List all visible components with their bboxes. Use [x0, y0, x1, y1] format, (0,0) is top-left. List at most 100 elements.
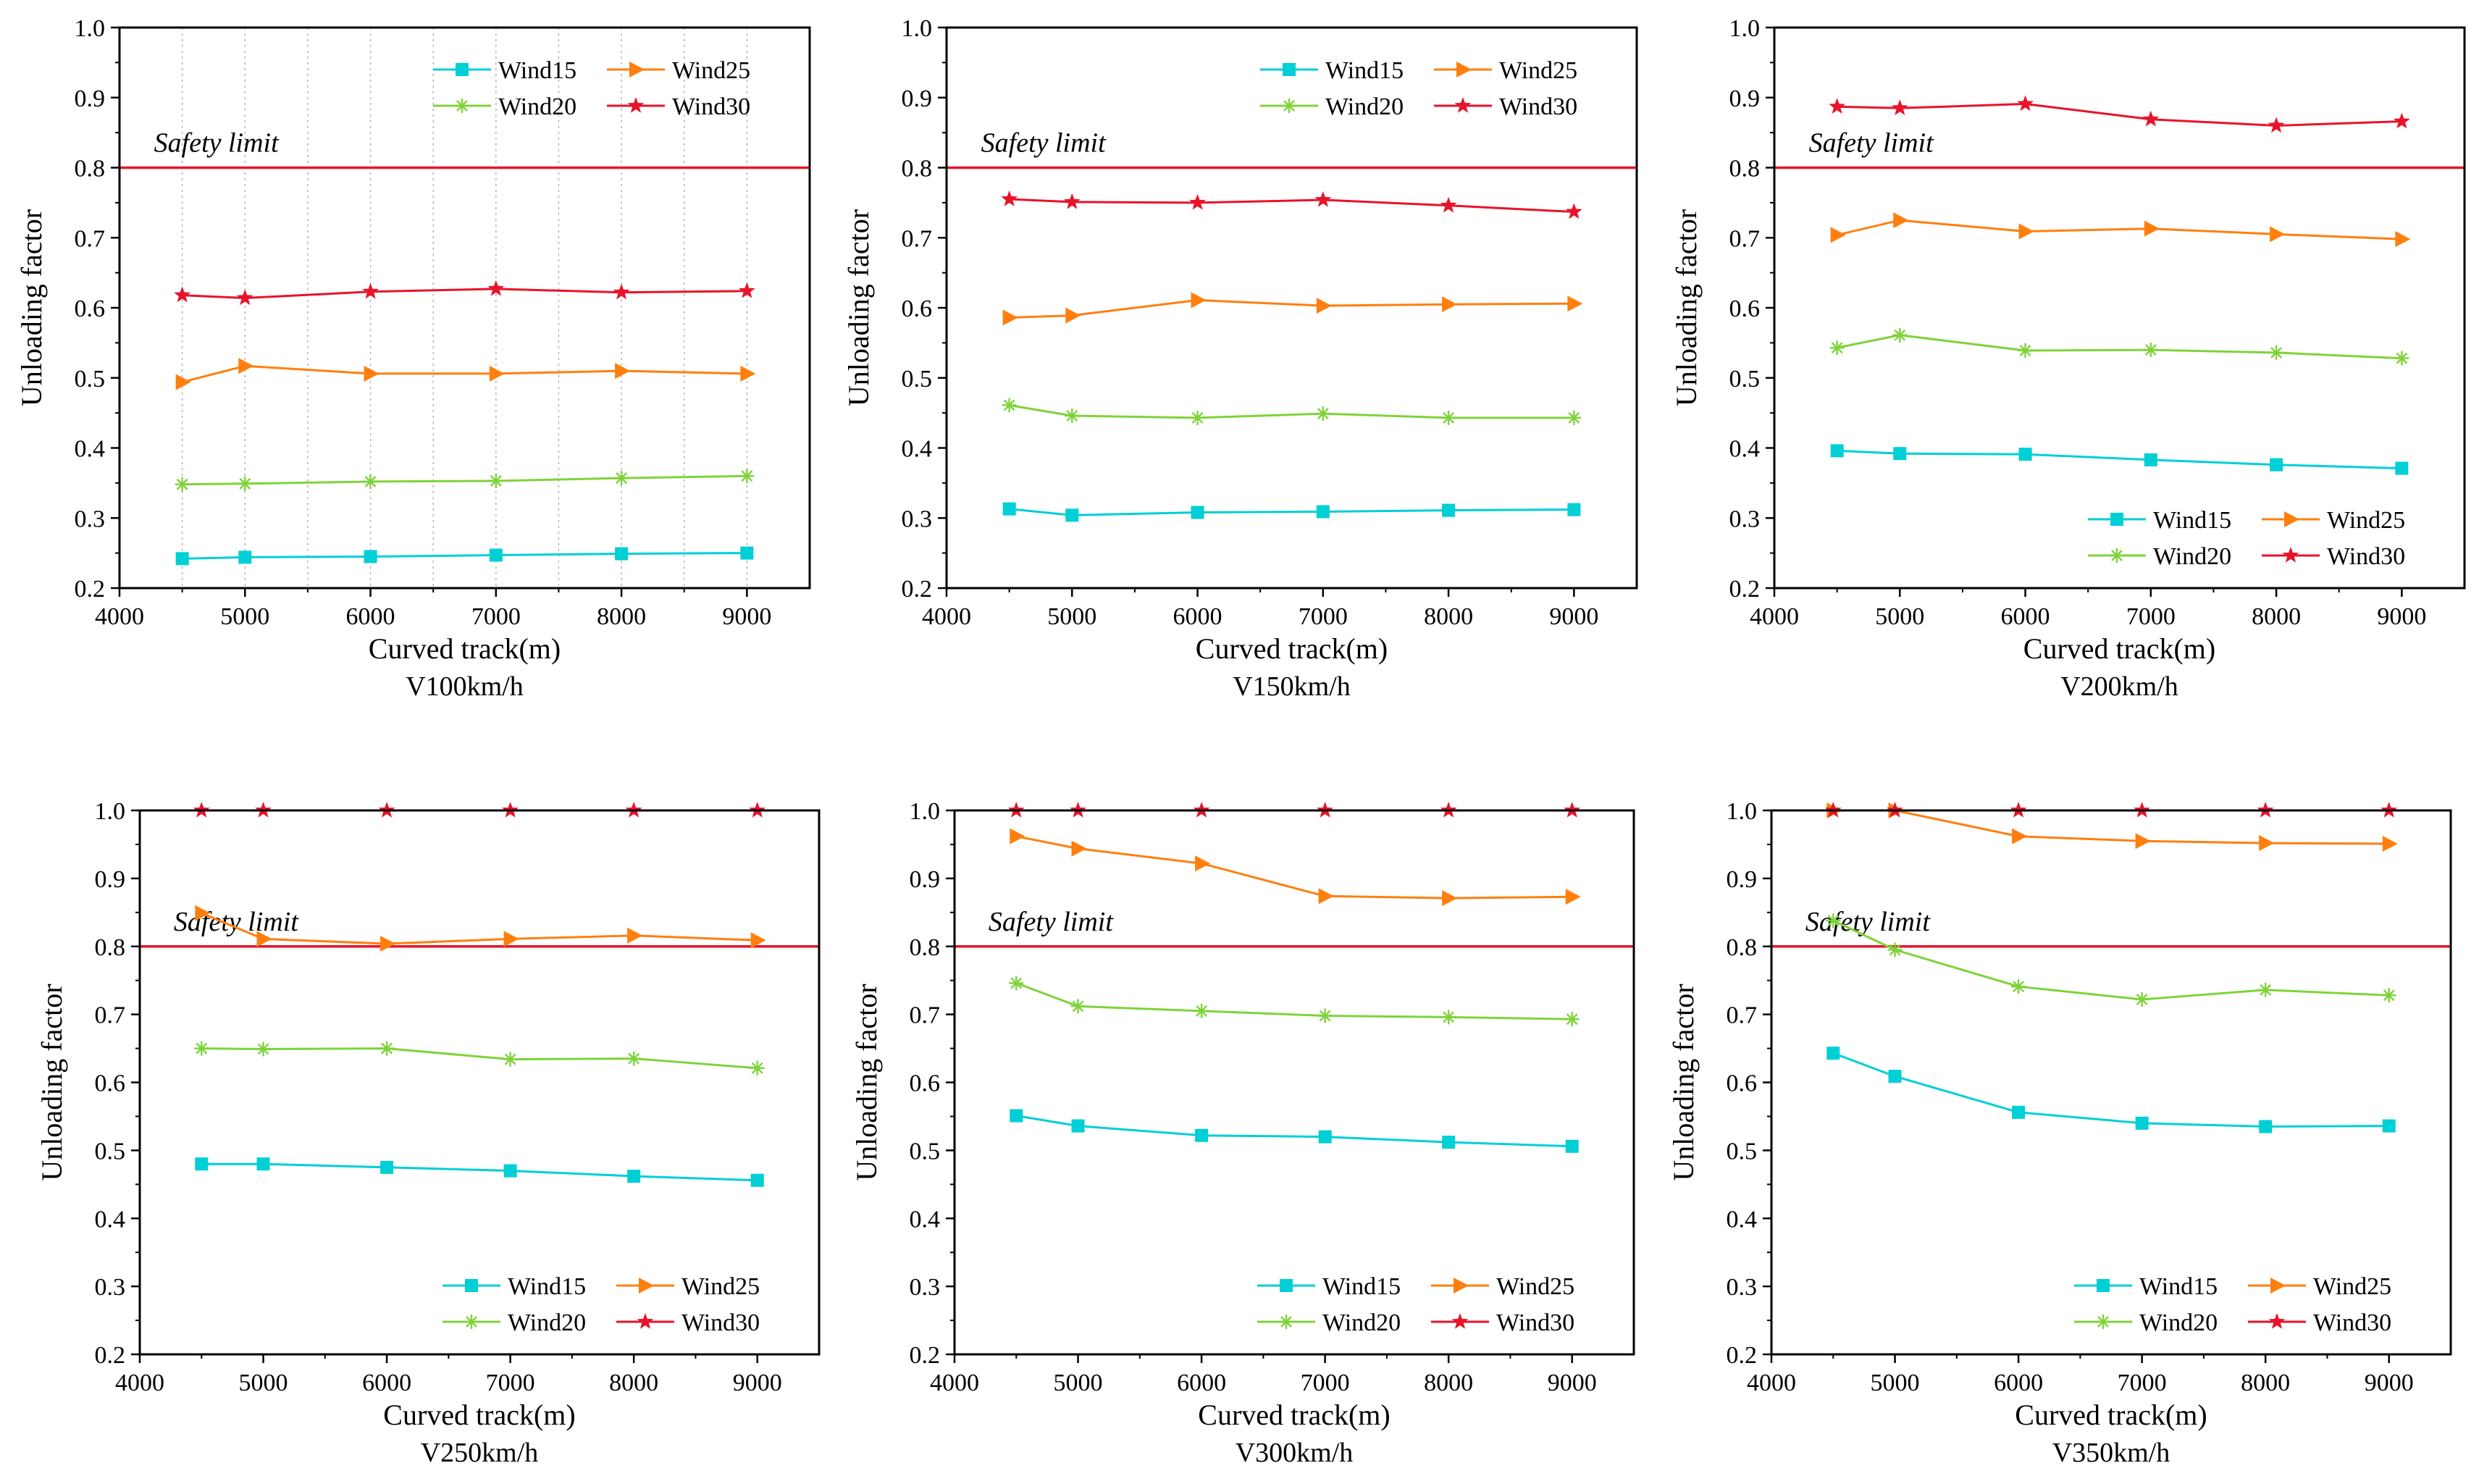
data-point-wind30: [2017, 95, 2034, 112]
legend-label-wind15: Wind15: [1325, 57, 1404, 84]
chart-subtitle: V250km/h: [421, 1438, 539, 1468]
y-axis-label: Unloading factor: [1667, 984, 1700, 1181]
data-point-wind15: [1830, 444, 1844, 458]
data-point-wind20: [2381, 988, 2396, 1003]
data-point-wind30: [1829, 98, 1845, 114]
data-point-wind25: [1071, 840, 1087, 857]
data-point-wind25: [1830, 227, 1846, 243]
data-point-wind20: [1566, 410, 1582, 425]
y-tick-label: 0.4: [1729, 436, 1761, 463]
x-tick-label: 6000: [346, 603, 395, 630]
y-tick-label: 0.5: [902, 366, 933, 393]
y-tick-label: 0.4: [910, 1206, 941, 1233]
x-tick-label: 8000: [2241, 1370, 2290, 1396]
data-point-wind20: [1564, 1012, 1580, 1027]
y-tick-label: 0.9: [95, 866, 126, 893]
x-tick-label: 8000: [1424, 1370, 1473, 1396]
data-point-wind15: [1010, 1109, 1023, 1123]
y-tick-label: 0.3: [902, 506, 933, 532]
legend-marker-wind30: [637, 1313, 654, 1329]
legend-label-wind30: Wind30: [2327, 543, 2405, 570]
data-point-wind25: [1893, 212, 1909, 229]
series-line-wind25: [1837, 219, 2402, 240]
legend-marker-wind25: [1454, 1278, 1469, 1294]
y-tick-label: 0.5: [910, 1138, 941, 1165]
series-line-wind20: [1015, 981, 1572, 1020]
data-point-wind25: [238, 358, 254, 374]
data-point-wind30: [2142, 110, 2160, 127]
data-point-wind30: [1063, 193, 1081, 209]
legend-label-wind20: Wind20: [2139, 1309, 2218, 1336]
data-point-wind15: [1002, 502, 1016, 516]
chart-legend: Wind15 Wind25 Wind20 Wind30: [2088, 507, 2405, 570]
data-point-wind30: [2394, 112, 2410, 129]
data-point-wind30: [2268, 117, 2285, 133]
series-line-wind25: [182, 364, 747, 384]
data-point-wind25: [1442, 296, 1458, 313]
legend-marker-wind30: [1454, 97, 1472, 113]
y-tick-label: 0.9: [910, 866, 941, 893]
legend-label-wind20: Wind20: [508, 1309, 586, 1336]
y-tick-label: 1.0: [902, 15, 933, 42]
data-point-wind20: [614, 471, 629, 486]
x-tick-label: 9000: [733, 1370, 782, 1396]
data-point-wind20: [626, 1051, 642, 1066]
data-point-wind15: [2135, 1116, 2149, 1130]
data-point-wind25: [750, 932, 766, 949]
data-point-wind25: [2270, 226, 2286, 243]
data-point-wind25: [2018, 223, 2034, 240]
legend-label-wind15: Wind15: [508, 1273, 586, 1300]
data-point-wind25: [175, 374, 191, 390]
legend-marker-wind20: [464, 1315, 479, 1329]
chart-subtitle: V100km/h: [406, 671, 524, 702]
x-tick-label: 4000: [922, 603, 971, 630]
y-axis-label: Unloading factor: [15, 209, 48, 406]
data-point-wind15: [2382, 1119, 2396, 1133]
data-point-wind20: [2269, 345, 2284, 360]
data-point-wind25: [1316, 298, 1332, 314]
legend-marker-wind30: [1451, 1313, 1469, 1329]
legend-marker-wind15: [2097, 1279, 2110, 1292]
x-tick-label: 9000: [722, 603, 771, 630]
data-point-wind30: [362, 282, 379, 299]
legend-label-wind15: Wind15: [1322, 1273, 1401, 1300]
x-tick-label: 7000: [486, 1370, 535, 1396]
legend-label-wind15: Wind15: [2139, 1273, 2218, 1300]
x-tick-label: 7000: [1301, 1370, 1350, 1396]
safety-limit-label: Safety limit: [1805, 907, 1931, 937]
legend-marker-wind25: [2284, 511, 2299, 527]
legend-label-wind20: Wind20: [498, 93, 576, 120]
data-point-wind20: [1009, 976, 1024, 991]
y-tick-label: 0.8: [1729, 156, 1761, 183]
data-point-wind15: [489, 548, 503, 562]
data-point-wind30: [1001, 190, 1018, 206]
data-point-wind25: [503, 931, 519, 947]
data-point-wind20: [1002, 398, 1017, 413]
x-axis-label: Curved track(m): [2015, 1399, 2207, 1431]
data-point-wind20: [238, 476, 253, 491]
series-line-wind25: [1833, 809, 2389, 845]
legend-marker-wind15: [1280, 1279, 1293, 1292]
y-tick-label: 0.7: [75, 225, 106, 252]
y-tick-label: 0.7: [902, 225, 933, 252]
data-point-wind25: [2012, 828, 2028, 844]
chart-legend: Wind15 Wind25 Wind20 Wind30: [1260, 57, 1577, 120]
y-tick-label: 0.5: [95, 1138, 126, 1165]
data-point-wind15: [364, 550, 377, 563]
data-point-wind20: [2394, 351, 2409, 366]
y-axis-label: Unloading factor: [850, 984, 883, 1181]
y-tick-label: 0.8: [75, 156, 106, 183]
data-point-wind20: [256, 1041, 271, 1057]
data-point-wind25: [2395, 231, 2411, 248]
series-line-wind15: [1832, 1052, 2389, 1128]
x-tick-label: 4000: [115, 1370, 164, 1396]
legend-label-wind25: Wind25: [2313, 1273, 2391, 1300]
series-line-wind30: [1009, 198, 1574, 213]
x-tick-label: 6000: [2001, 603, 2050, 630]
legend-label-wind30: Wind30: [681, 1309, 760, 1336]
x-tick-label: 4000: [1750, 603, 1799, 630]
data-point-wind25: [2259, 835, 2275, 852]
legend-label-wind25: Wind25: [1496, 1273, 1574, 1300]
data-point-wind20: [1315, 406, 1330, 422]
